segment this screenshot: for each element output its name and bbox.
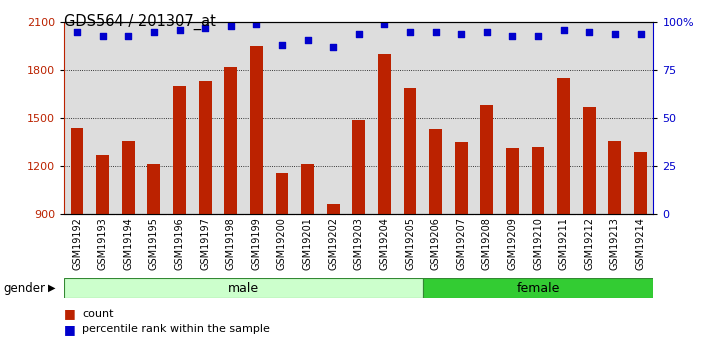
Text: ■: ■ <box>64 307 76 321</box>
Text: GSM19200: GSM19200 <box>277 217 287 270</box>
Point <box>404 29 416 35</box>
Bar <box>353 120 365 214</box>
Bar <box>224 67 237 214</box>
Text: GSM19205: GSM19205 <box>405 217 415 270</box>
Bar <box>96 155 109 214</box>
Text: percentile rank within the sample: percentile rank within the sample <box>82 325 270 334</box>
Text: count: count <box>82 309 114 319</box>
Text: GSM19198: GSM19198 <box>226 217 236 270</box>
Point <box>378 22 390 27</box>
Point <box>302 37 313 42</box>
Bar <box>532 147 545 214</box>
Text: GSM19196: GSM19196 <box>174 217 184 270</box>
Bar <box>198 81 211 214</box>
Bar <box>276 173 288 214</box>
Bar <box>64 278 423 298</box>
Point <box>225 23 236 29</box>
Text: female: female <box>516 282 560 295</box>
Point <box>123 33 134 39</box>
Text: ▶: ▶ <box>49 283 56 293</box>
Bar <box>122 140 135 214</box>
Bar <box>403 88 416 214</box>
Text: GSM19194: GSM19194 <box>124 217 134 270</box>
Point <box>609 31 620 37</box>
Bar <box>378 54 391 214</box>
Text: GSM19195: GSM19195 <box>149 217 159 270</box>
Text: GSM19206: GSM19206 <box>431 217 441 270</box>
Bar <box>583 107 595 214</box>
Point <box>251 22 262 27</box>
Bar <box>455 142 468 214</box>
Text: ■: ■ <box>64 323 76 336</box>
Point <box>174 27 185 33</box>
Point <box>97 33 109 39</box>
Point <box>199 26 211 31</box>
Point <box>481 29 493 35</box>
Point <box>456 31 467 37</box>
Text: GSM19212: GSM19212 <box>584 217 594 270</box>
Point <box>635 31 646 37</box>
Bar <box>423 278 653 298</box>
Bar <box>173 86 186 214</box>
Text: GSM19192: GSM19192 <box>72 217 82 270</box>
Text: GSM19211: GSM19211 <box>558 217 568 270</box>
Text: GSM19203: GSM19203 <box>353 217 364 270</box>
Bar <box>634 152 647 214</box>
Point <box>276 43 288 48</box>
Point <box>558 27 569 33</box>
Point <box>71 29 83 35</box>
Point <box>328 45 339 50</box>
Bar <box>301 164 314 214</box>
Text: GDS564 / 201307_at: GDS564 / 201307_at <box>64 14 216 30</box>
Bar <box>327 204 340 214</box>
Text: GSM19213: GSM19213 <box>610 217 620 270</box>
Bar <box>148 165 161 214</box>
Text: GSM19209: GSM19209 <box>508 217 518 270</box>
Point <box>149 29 160 35</box>
Text: GSM19201: GSM19201 <box>303 217 313 270</box>
Text: GSM19207: GSM19207 <box>456 217 466 270</box>
Text: GSM19210: GSM19210 <box>533 217 543 270</box>
Point <box>353 31 365 37</box>
Text: GSM19204: GSM19204 <box>379 217 389 270</box>
Bar <box>250 46 263 214</box>
Point <box>430 29 441 35</box>
Point <box>533 33 544 39</box>
Text: GSM19208: GSM19208 <box>482 217 492 270</box>
Bar <box>506 148 519 214</box>
Bar <box>608 140 621 214</box>
Text: gender: gender <box>4 282 46 295</box>
Text: male: male <box>228 282 259 295</box>
Text: GSM19193: GSM19193 <box>98 217 108 270</box>
Text: GSM19199: GSM19199 <box>251 217 261 270</box>
Bar <box>429 129 442 214</box>
Bar <box>71 128 84 214</box>
Point <box>507 33 518 39</box>
Bar <box>557 78 570 214</box>
Bar <box>481 105 493 214</box>
Point <box>583 29 595 35</box>
Text: GSM19214: GSM19214 <box>635 217 645 270</box>
Text: GSM19197: GSM19197 <box>200 217 210 270</box>
Text: GSM19202: GSM19202 <box>328 217 338 270</box>
